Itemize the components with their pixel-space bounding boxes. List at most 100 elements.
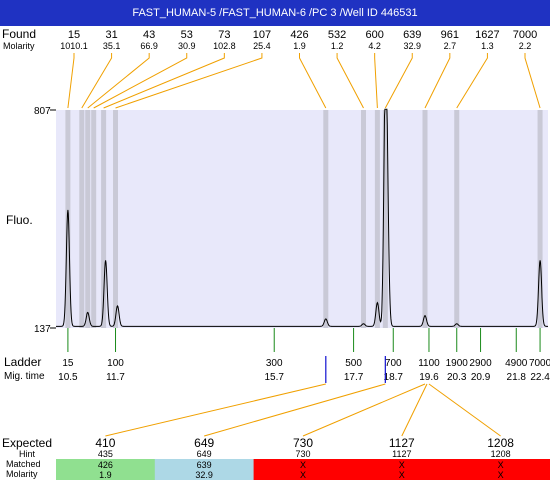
ladder-migtime-1900: 20.3 <box>447 372 467 383</box>
ladder-size-7000: 7000 <box>529 358 550 369</box>
ladder-migtime-2900: 20.9 <box>471 372 491 383</box>
found-connector-10 <box>424 53 451 109</box>
expected-molarity-4: X <box>498 470 504 480</box>
expected-molarity-2: X <box>300 470 306 480</box>
expected-status-cell-3 <box>352 459 452 480</box>
ladder-migtime-700: 18.7 <box>384 372 404 383</box>
found-connector-5 <box>115 53 263 109</box>
ladder-size-4900: 4900 <box>505 358 528 369</box>
expected-hint-4: 1208 <box>491 449 511 459</box>
found-size-5: 107 <box>253 29 271 41</box>
peak-band-426 <box>323 110 329 328</box>
found-molarity-1: 35.1 <box>103 41 121 51</box>
found-row-label: Found <box>2 27 36 41</box>
molarity-bottom-row-label: Molarity <box>6 469 38 479</box>
ladder-migtime-15: 10.5 <box>58 372 78 383</box>
found-molarity-5: 25.4 <box>253 41 271 51</box>
fluo-axis-label: Fluo. <box>6 213 33 227</box>
found-connector-0 <box>67 53 75 109</box>
expected-matched-2: X <box>300 460 306 470</box>
plot-area-group <box>56 108 548 328</box>
ladder-migtime-1100: 19.6 <box>419 372 439 383</box>
expected-hint-3: 1127 <box>392 449 411 459</box>
found-size-3: 53 <box>181 29 193 41</box>
y-axis-min-label: 137 <box>34 324 51 335</box>
title-bar: FAST_HUMAN-5 /FAST_HUMAN-6 /PC 3 /Well I… <box>0 0 550 26</box>
found-molarity-11: 1.3 <box>481 41 494 51</box>
peak-band-1627 <box>454 110 460 328</box>
ladder-migtime-300: 15.7 <box>264 372 284 383</box>
expected-molarity-0: 1.9 <box>99 470 112 480</box>
ladder-size-1100: 1100 <box>418 358 440 369</box>
ladder-size-300: 300 <box>266 358 283 369</box>
page-title: FAST_HUMAN-5 /FAST_HUMAN-6 /PC 3 /Well I… <box>132 7 418 19</box>
found-connector-4 <box>103 53 225 109</box>
y-axis-max-label: 807 <box>34 106 51 117</box>
found-connector-2 <box>87 53 150 109</box>
ladder-migtime-4900: 21.8 <box>507 372 527 383</box>
axis-group: 807 137 <box>34 106 56 335</box>
ladder-migtime-7000: 22.4 <box>530 372 550 383</box>
found-size-9: 639 <box>403 29 421 41</box>
peak-band-961 <box>422 110 428 328</box>
expected-hint-0: 435 <box>98 449 113 459</box>
expected-hint-1: 649 <box>197 449 212 459</box>
expected-group: 4104354261.964964963932.9730730XX1127112… <box>56 383 550 480</box>
found-molarity-6: 1.9 <box>293 41 306 51</box>
found-molarity-12: 2.2 <box>519 41 532 51</box>
ladder-size-700: 700 <box>385 358 402 369</box>
expected-matched-3: X <box>399 460 405 470</box>
peak-band-73 <box>101 110 107 328</box>
peak-band-7000 <box>537 110 543 328</box>
mig-time-row-label: Mig. time <box>4 371 45 382</box>
found-molarity-7: 1.2 <box>331 41 344 51</box>
expected-molarity-1: 32.9 <box>195 470 213 480</box>
expected-status-cell-1 <box>154 459 255 480</box>
found-molarity-8: 4.2 <box>368 41 381 51</box>
found-size-12: 7000 <box>513 29 537 41</box>
found-molarity-0: 1010.1 <box>60 41 88 51</box>
found-size-7: 532 <box>328 29 346 41</box>
found-size-4: 73 <box>218 29 230 41</box>
hint-row-label: Hint <box>19 449 36 459</box>
found-size-10: 961 <box>441 29 459 41</box>
found-size-1: 31 <box>105 29 117 41</box>
expected-connector-0 <box>105 383 326 437</box>
ladder-size-1900: 1900 <box>446 358 469 369</box>
found-connector-7 <box>336 53 364 109</box>
expected-status-cell-0 <box>56 459 156 480</box>
found-connector-1 <box>81 53 113 109</box>
expected-connector-1 <box>204 383 386 437</box>
expected-connector-4 <box>428 383 501 437</box>
ladder-row-label: Ladder <box>4 355 41 369</box>
expected-matched-1: 639 <box>197 460 212 470</box>
found-connector-8 <box>374 53 378 109</box>
peak-band-31 <box>79 110 85 328</box>
ladder-size-100: 100 <box>107 358 124 369</box>
found-size-6: 426 <box>290 29 308 41</box>
found-size-11: 1627 <box>475 29 499 41</box>
found-size-2: 43 <box>143 29 155 41</box>
found-molarity-9: 32.9 <box>403 41 421 51</box>
found-molarity-2: 66.9 <box>140 41 158 51</box>
expected-size-0: 410 <box>95 436 115 450</box>
expected-matched-4: X <box>498 460 504 470</box>
found-molarity-3: 30.9 <box>178 41 196 51</box>
expected-matched-0: 426 <box>98 460 113 470</box>
electropherogram-trace <box>56 108 548 327</box>
peak-band-639 <box>382 110 388 328</box>
found-size-0: 15 <box>68 29 80 41</box>
ladder-group: 15 10.5 100 11.7 300 15.7 500 17.7 700 18.7 1100 19… <box>58 328 550 383</box>
expected-size-3: 1127 <box>389 436 415 450</box>
expected-size-2: 730 <box>293 436 313 450</box>
peak-band-15 <box>65 110 71 328</box>
found-connector-6 <box>299 53 327 109</box>
expected-size-4: 1208 <box>487 436 514 450</box>
peak-band-53 <box>91 110 97 328</box>
peak-band-43 <box>85 110 91 328</box>
matched-row-label: Matched <box>6 459 41 469</box>
found-molarity-4: 102.8 <box>213 41 236 51</box>
molarity-row-label: Molarity <box>3 41 35 51</box>
